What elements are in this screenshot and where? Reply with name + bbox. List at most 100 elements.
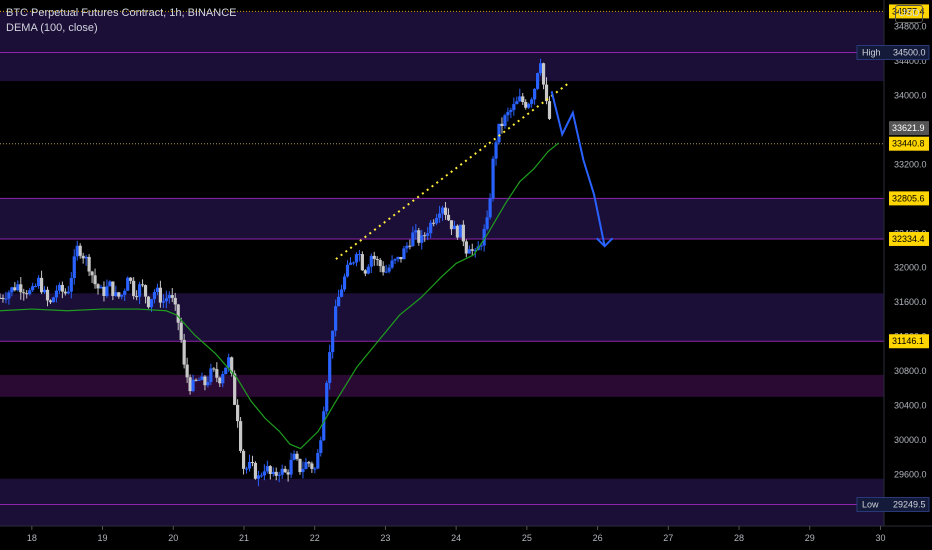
candle-body bbox=[167, 295, 171, 299]
candle-body bbox=[334, 306, 338, 331]
candle-body bbox=[533, 88, 537, 100]
candle-body bbox=[473, 250, 477, 252]
time-tick-label: 21 bbox=[239, 533, 249, 543]
candle-body bbox=[233, 373, 237, 405]
candle-body bbox=[322, 411, 326, 441]
candle-body bbox=[69, 278, 73, 292]
candle-body bbox=[123, 290, 127, 295]
candle-body bbox=[146, 296, 151, 308]
candle-body bbox=[402, 248, 406, 260]
candle-body bbox=[277, 474, 281, 476]
candle-body bbox=[66, 291, 70, 294]
extreme-tag-value: 29249.5 bbox=[893, 500, 926, 510]
candle-body bbox=[4, 298, 8, 300]
price-tick-label: 30800.0 bbox=[894, 366, 927, 376]
candle-body bbox=[485, 217, 489, 229]
candle-body bbox=[0, 297, 2, 299]
price-tick-label: 29600.0 bbox=[894, 469, 927, 479]
price-tag-text: 32334.4 bbox=[892, 234, 925, 244]
candle-body bbox=[19, 284, 23, 293]
candle-body bbox=[387, 267, 391, 272]
candle-body bbox=[372, 255, 376, 259]
extreme-price-tag: Low 29249.5 bbox=[856, 497, 930, 513]
candle-body bbox=[348, 262, 353, 265]
price-tick-label: 34400.0 bbox=[894, 56, 927, 66]
price-tag-bg bbox=[889, 136, 929, 151]
candle-body bbox=[494, 142, 498, 159]
candle-body bbox=[547, 101, 552, 119]
candle-body bbox=[440, 207, 445, 214]
currency-button[interactable]: USD bbox=[895, 5, 923, 23]
level-price-tag: 33440.8 bbox=[889, 136, 929, 151]
candle-body bbox=[194, 379, 198, 381]
candle-body bbox=[102, 286, 106, 297]
candle-body bbox=[129, 277, 133, 281]
candle-body bbox=[443, 207, 448, 215]
support-resistance-zone bbox=[0, 11, 884, 82]
candle-body bbox=[173, 297, 177, 305]
candle-body bbox=[63, 291, 67, 294]
candle-body bbox=[158, 287, 162, 303]
candle-body bbox=[200, 376, 204, 380]
candle-body bbox=[271, 471, 275, 475]
candle-body bbox=[10, 287, 14, 293]
candle-body bbox=[390, 260, 394, 268]
candle-body bbox=[84, 256, 88, 259]
price-tick-label: 34000.0 bbox=[894, 91, 927, 101]
candle-body bbox=[13, 287, 17, 291]
candle-body bbox=[464, 241, 468, 254]
candle-body bbox=[224, 367, 228, 375]
candle-body bbox=[72, 256, 76, 279]
candle-body bbox=[286, 472, 290, 475]
candle-body bbox=[1, 297, 5, 299]
candle-body bbox=[7, 292, 11, 299]
candle-body bbox=[28, 290, 32, 295]
price-tick-label: 32000.0 bbox=[894, 263, 927, 273]
candle-body bbox=[140, 284, 145, 286]
candle-body bbox=[179, 322, 183, 340]
candle-body bbox=[250, 462, 255, 464]
candle-body bbox=[218, 377, 222, 384]
candle-body bbox=[360, 254, 364, 271]
price-tick-label: 30000.0 bbox=[894, 435, 927, 445]
candle-body bbox=[42, 289, 47, 293]
candle-body bbox=[417, 230, 421, 243]
indicator-legend[interactable]: DEMA (100, close) bbox=[6, 22, 98, 34]
candle-body bbox=[503, 115, 507, 127]
candle-body bbox=[437, 213, 442, 218]
candle-body bbox=[298, 458, 302, 473]
support-resistance-zone bbox=[0, 293, 884, 342]
candle-body bbox=[449, 220, 454, 230]
candle-body bbox=[289, 459, 293, 475]
candle-body bbox=[230, 357, 234, 374]
current-price-tag: 33621.9 bbox=[889, 121, 929, 136]
candle-body bbox=[345, 264, 350, 277]
price-tag-text: 33440.8 bbox=[892, 139, 925, 149]
extreme-tag-value: 34500.0 bbox=[893, 48, 926, 58]
candle-body bbox=[432, 222, 436, 224]
candle-body bbox=[426, 233, 430, 236]
candle-body bbox=[241, 450, 246, 469]
candle-body bbox=[420, 235, 424, 243]
price-tag-bg bbox=[889, 231, 929, 246]
candle-body bbox=[185, 364, 189, 378]
candle-body bbox=[256, 475, 261, 479]
candle-body bbox=[307, 462, 311, 464]
candle-body bbox=[518, 96, 522, 102]
time-tick-label: 18 bbox=[27, 533, 37, 543]
time-tick-label: 22 bbox=[310, 533, 320, 543]
candle-body bbox=[342, 276, 347, 290]
candle-body bbox=[135, 296, 139, 298]
price-tag-bg bbox=[889, 191, 929, 206]
candle-body bbox=[423, 235, 427, 237]
price-tick-label: 30400.0 bbox=[894, 400, 927, 410]
candle-body bbox=[48, 300, 53, 303]
candle-body bbox=[488, 198, 492, 218]
candle-body bbox=[304, 462, 308, 469]
price-axis bbox=[884, 0, 932, 550]
projection-path bbox=[550, 91, 606, 247]
chart-title: BTC Perpetual Futures Contract, 1h, BINA… bbox=[6, 7, 237, 19]
candle-body bbox=[396, 256, 400, 260]
candle-body bbox=[369, 255, 373, 267]
